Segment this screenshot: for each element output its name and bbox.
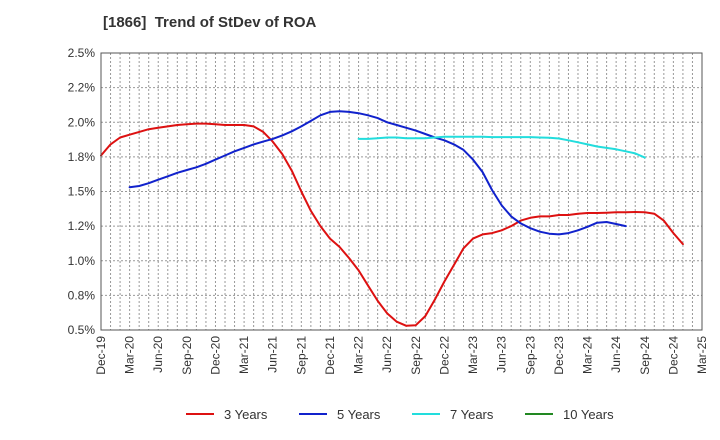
x-tick-label: Dec-19 — [94, 336, 108, 375]
x-tick-label: Dec-21 — [323, 336, 337, 375]
y-tick-label: 0.5% — [68, 323, 96, 337]
x-tick-label: Sep-22 — [409, 336, 423, 375]
x-tick-label: Dec-20 — [208, 336, 222, 375]
x-tick-label: Dec-24 — [666, 336, 680, 375]
x-tick-label: Mar-25 — [695, 336, 709, 374]
y-tick-label: 2.5% — [68, 46, 96, 60]
x-tick-label: Sep-23 — [523, 336, 537, 375]
x-tick-label: Sep-24 — [638, 336, 652, 375]
x-tick-label: Jun-20 — [151, 336, 165, 373]
y-tick-label: 1.0% — [68, 254, 96, 268]
plot-frame — [100, 52, 703, 331]
x-tick-label: Jun-24 — [609, 336, 623, 373]
legend: 3 Years 5 Years 7 Years 10 Years — [186, 407, 614, 422]
x-tick-label: Dec-23 — [552, 336, 566, 375]
x-tick-label: Mar-20 — [123, 336, 137, 374]
x-tick-label: Mar-22 — [352, 336, 366, 374]
y-tick-label: 2.2% — [68, 81, 96, 95]
x-tick-label: Mar-24 — [581, 336, 595, 374]
series-line-7-years — [357, 135, 646, 159]
y-tick-label: 1.2% — [68, 219, 96, 233]
x-tick-label: Sep-20 — [180, 336, 194, 375]
y-tick-label: 2.0% — [68, 115, 96, 129]
series-lines — [100, 110, 684, 327]
x-axis-ticks: Dec-19 Mar-20 Jun-20 Sep-20 Dec-20 Mar-21 Jun-… — [94, 336, 709, 375]
x-tick-label: Jun-23 — [495, 336, 509, 373]
x-tick-label: Jun-21 — [266, 336, 280, 373]
x-tick-label: Mar-21 — [237, 336, 251, 374]
x-tick-label: Jun-22 — [380, 336, 394, 373]
legend-label: 10 Years — [563, 407, 614, 422]
series-line-3-years — [100, 122, 684, 327]
x-tick-label: Mar-23 — [466, 336, 480, 374]
legend-label: 5 Years — [337, 407, 381, 422]
chart-title: [1866] Trend of StDev of ROA — [103, 14, 317, 31]
y-tick-label: 1.5% — [68, 185, 96, 199]
y-tick-label: 0.8% — [68, 288, 96, 302]
y-tick-label: 1.8% — [68, 150, 96, 164]
y-axis-ticks: 0.5% 0.8% 1.0% 1.2% 1.5% 1.8% 2.0% 2.2% 2.5% — [68, 46, 96, 337]
legend-label: 7 Years — [450, 407, 494, 422]
series-line-5-years — [128, 110, 627, 236]
legend-label: 3 Years — [224, 407, 268, 422]
x-tick-label: Dec-22 — [437, 336, 451, 375]
x-tick-label: Sep-21 — [294, 336, 308, 375]
grid — [101, 53, 702, 330]
